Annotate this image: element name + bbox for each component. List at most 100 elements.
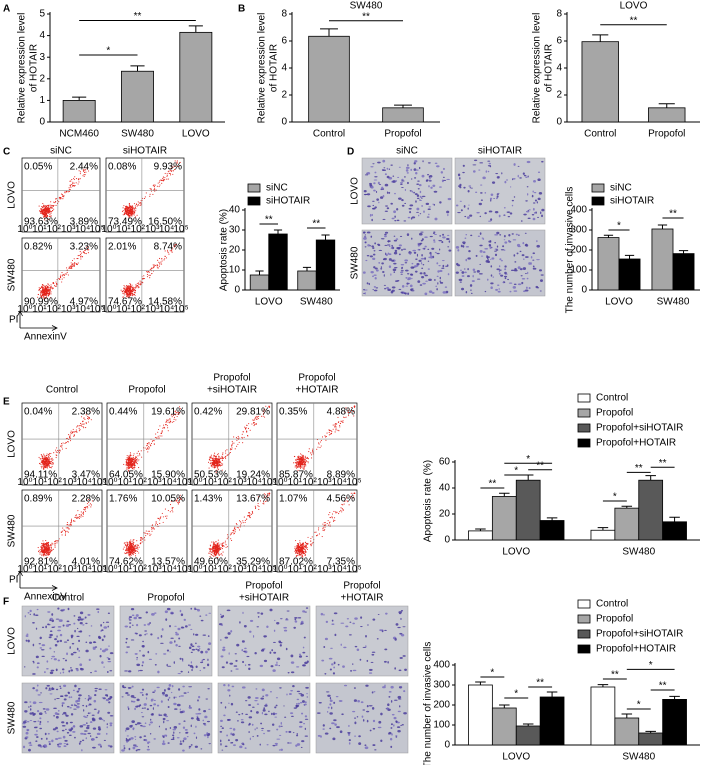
- flow-event: [42, 547, 43, 548]
- flow-axis-tick: 10¹: [33, 477, 48, 488]
- flow-axis-tick: 10¹: [288, 477, 303, 488]
- flow-event: [333, 425, 334, 426]
- flow-event: [300, 453, 301, 454]
- flow-event: [305, 549, 306, 550]
- flow-event: [76, 264, 77, 265]
- flow-event: [161, 183, 162, 184]
- y-tick-label: 0: [281, 117, 287, 128]
- flow-event: [236, 524, 237, 525]
- cell: [437, 270, 439, 272]
- flow-event: [132, 551, 133, 552]
- cell: [436, 288, 438, 290]
- cell: [475, 192, 477, 193]
- flow-event: [145, 535, 146, 536]
- flow-event: [211, 455, 212, 456]
- flow-event: [214, 453, 215, 454]
- cell: [434, 234, 437, 235]
- flow-event: [218, 553, 219, 554]
- flow-event: [156, 521, 157, 522]
- flow-event: [161, 180, 162, 181]
- flow-event: [298, 456, 299, 457]
- cell: [464, 268, 466, 269]
- flow-event: [244, 427, 245, 428]
- cell: [416, 212, 419, 213]
- flow-event: [137, 463, 138, 464]
- flow-event: [127, 210, 128, 211]
- flow-axis-tick: 10⁴: [246, 564, 261, 575]
- flow-event: [56, 451, 57, 452]
- flow-event: [39, 287, 40, 288]
- cell: [384, 288, 386, 290]
- flow-event: [132, 546, 133, 547]
- cell: [435, 163, 438, 164]
- cell: [504, 214, 505, 216]
- flow-axis-tick: 10⁰: [102, 477, 117, 488]
- cell: [500, 275, 503, 277]
- flow-event: [141, 457, 142, 458]
- flow-event: [148, 442, 149, 443]
- legend-label: Propofol: [596, 408, 633, 419]
- flow-event: [144, 537, 145, 538]
- cell: [423, 264, 425, 265]
- flow-event: [305, 459, 306, 460]
- cell: [374, 275, 377, 276]
- cell: [456, 205, 459, 207]
- flow-event: [121, 290, 122, 291]
- cell: [385, 205, 388, 206]
- bar: [591, 687, 615, 745]
- flow-event: [126, 206, 127, 207]
- cell: [417, 180, 420, 181]
- flow-event: [172, 508, 173, 509]
- cell: [514, 163, 516, 166]
- flow-event: [132, 294, 133, 295]
- flow-event: [49, 467, 50, 468]
- flow-event: [219, 461, 220, 462]
- cell: [421, 276, 424, 278]
- flow-event: [245, 520, 246, 521]
- flow-event: [323, 527, 324, 528]
- bar: [250, 275, 269, 290]
- cell: [499, 234, 501, 235]
- flow-event: [82, 421, 83, 422]
- flow-event: [74, 263, 75, 264]
- cell: [415, 193, 418, 195]
- flow-event: [296, 550, 297, 551]
- cell: [447, 246, 449, 247]
- flow-event: [80, 255, 81, 256]
- flow-event: [164, 177, 165, 178]
- flow-event: [300, 456, 301, 457]
- flow-event: [42, 466, 43, 467]
- flow-event: [296, 460, 297, 461]
- flow-event: [151, 273, 152, 274]
- cell: [394, 236, 396, 237]
- flow-event: [46, 545, 47, 546]
- flow-event: [249, 513, 250, 514]
- flow-event: [55, 286, 56, 287]
- flow-event: [150, 188, 151, 189]
- cell: [428, 279, 432, 281]
- cell: [409, 251, 411, 252]
- flow-event: [306, 458, 307, 459]
- flow-event: [167, 425, 168, 426]
- cell: [49, 634, 53, 636]
- cell: [374, 290, 378, 292]
- flow-event: [217, 463, 218, 464]
- cell: [367, 244, 370, 246]
- cell: [439, 201, 441, 203]
- y-tick-label: 20: [229, 245, 241, 256]
- cell: [466, 246, 469, 248]
- flow-event: [50, 207, 51, 208]
- cell: [405, 270, 409, 272]
- flow-event: [210, 548, 211, 549]
- cell: [427, 249, 429, 250]
- flow-event: [84, 176, 85, 177]
- cell: [437, 276, 439, 277]
- column-header: siNC: [396, 146, 418, 157]
- cell: [486, 170, 487, 173]
- flow-event: [43, 459, 44, 460]
- flow-event: [145, 533, 146, 534]
- flow-event: [55, 201, 56, 202]
- flow-event: [82, 256, 83, 257]
- cell: [391, 245, 393, 247]
- flow-event: [55, 282, 56, 283]
